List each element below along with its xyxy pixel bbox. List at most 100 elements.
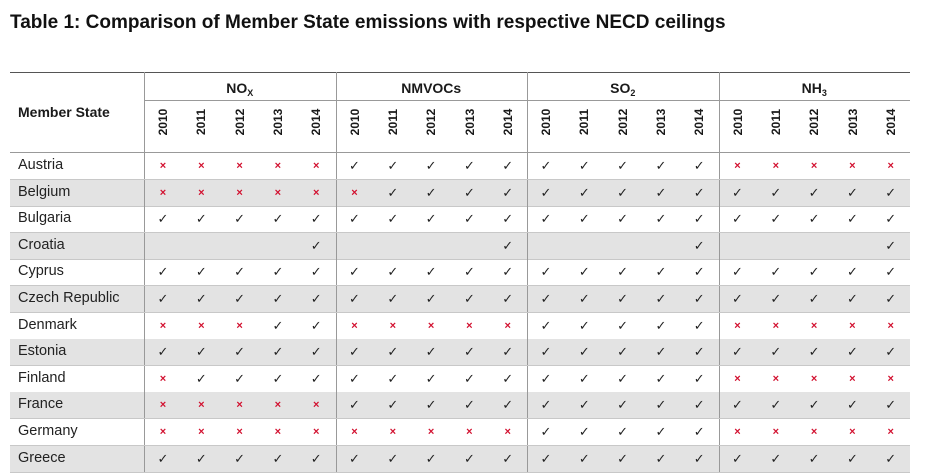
check-icon: ✓	[272, 291, 284, 306]
country-name: Greece	[18, 449, 66, 466]
table-row: Belgium × × × × × × ✓ ✓ ✓ ✓ ✓ ✓ ✓ ✓ ✓ ✓ ✓ ✓ ✓ ✓	[10, 179, 910, 207]
check-icon: ✓	[732, 397, 743, 413]
year-header: 2012	[805, 102, 823, 142]
cross-icon: ×	[887, 372, 894, 385]
check-icon: ✓	[310, 370, 322, 386]
check-icon: ✓	[578, 211, 590, 227]
group-separator	[144, 206, 145, 233]
empty-cell	[412, 233, 450, 259]
cross-icon: ×	[466, 426, 473, 438]
check-icon: ✓	[808, 211, 820, 227]
check-icon: ✓	[310, 317, 322, 333]
check-icon: ✓	[425, 211, 437, 227]
table-row: Cyprus ✓ ✓ ✓ ✓ ✓ ✓ ✓ ✓ ✓ ✓ ✓ ✓ ✓ ✓ ✓ ✓ ✓ ✓ ✓ ✓	[10, 259, 910, 287]
check-icon: ✓	[502, 158, 514, 173]
group-separator	[144, 179, 145, 206]
pollutant-header: NOX	[144, 80, 336, 98]
table-row: Austria × × × × × ✓ ✓ ✓ ✓ ✓ ✓ ✓ ✓ ✓ ✓ × × × × ×	[10, 153, 910, 180]
check-icon: ✓	[617, 158, 629, 173]
check-icon: ✓	[770, 344, 782, 360]
cross-icon: ×	[351, 319, 358, 332]
cross-icon: ×	[159, 319, 167, 332]
country-name: Bulgaria	[18, 210, 72, 227]
check-icon: ✓	[617, 450, 629, 466]
group-separator	[335, 419, 337, 445]
check-icon: ✓	[846, 344, 858, 360]
year-label: 2012	[232, 108, 247, 136]
year-label: 2011	[577, 108, 592, 136]
check-icon: ✓	[387, 184, 399, 200]
pollutant-name: SO	[610, 80, 631, 96]
cross-icon: ×	[849, 319, 856, 332]
empty-cell	[833, 233, 871, 259]
empty-cell	[336, 233, 374, 259]
cross-icon: ×	[351, 186, 358, 199]
check-icon: ✓	[540, 184, 552, 200]
check-icon: ✓	[846, 450, 858, 466]
table-title: Table 1: Comparison of Member State emis…	[10, 12, 726, 33]
check-icon: ✓	[502, 370, 514, 386]
year-label: 2013	[845, 108, 860, 136]
group-separator	[144, 419, 145, 445]
cross-icon: ×	[810, 426, 818, 438]
check-icon: ✓	[310, 264, 322, 280]
check-icon: ✓	[655, 184, 667, 200]
year-header: 2012	[614, 102, 632, 142]
check-icon: ✓	[540, 264, 552, 280]
check-icon: ✓	[885, 450, 897, 466]
check-icon: ✓	[272, 211, 284, 227]
year-header: 2013	[652, 102, 670, 142]
check-icon: ✓	[693, 291, 705, 306]
cross-icon: ×	[159, 426, 167, 438]
check-icon: ✓	[349, 370, 360, 386]
check-icon: ✓	[310, 211, 322, 227]
check-icon: ✓	[540, 291, 552, 306]
country-name: Estonia	[18, 343, 67, 360]
group-underline	[718, 100, 910, 101]
check-icon: ✓	[617, 424, 629, 439]
group-separator	[335, 72, 337, 152]
check-icon: ✓	[693, 184, 705, 200]
group-separator	[718, 72, 720, 152]
check-icon: ✓	[578, 397, 590, 413]
check-icon: ✓	[157, 450, 169, 466]
year-header: 2010	[537, 102, 555, 142]
check-icon: ✓	[808, 344, 820, 360]
check-icon: ✓	[617, 184, 629, 200]
cross-icon: ×	[772, 372, 780, 385]
group-separator	[144, 259, 145, 286]
group-underline	[335, 100, 527, 101]
cross-icon: ×	[427, 319, 435, 332]
check-icon: ✓	[387, 291, 399, 306]
check-icon: ✓	[540, 317, 552, 333]
cross-icon: ×	[274, 186, 282, 199]
check-icon: ✓	[463, 158, 475, 173]
check-icon: ✓	[770, 397, 782, 413]
cross-icon: ×	[312, 426, 320, 438]
cross-icon: ×	[389, 319, 397, 332]
check-icon: ✓	[157, 211, 169, 227]
pollutant-name: NO	[226, 80, 248, 96]
check-icon: ✓	[272, 317, 284, 333]
check-icon: ✓	[693, 237, 705, 253]
check-icon: ✓	[693, 317, 705, 333]
check-icon: ✓	[234, 450, 246, 466]
check-icon: ✓	[655, 211, 667, 227]
check-icon: ✓	[693, 211, 705, 227]
check-icon: ✓	[655, 317, 667, 333]
cross-icon: ×	[772, 319, 780, 332]
check-icon: ✓	[732, 450, 743, 466]
country-name: Germany	[18, 423, 78, 439]
cross-icon: ×	[849, 160, 856, 172]
check-icon: ✓	[808, 291, 820, 306]
cross-icon: ×	[887, 426, 894, 438]
table-top-rule	[10, 72, 910, 73]
group-underline	[144, 100, 336, 101]
check-icon: ✓	[387, 158, 399, 173]
cross-icon: ×	[466, 319, 473, 332]
check-icon: ✓	[425, 370, 437, 386]
check-icon: ✓	[578, 184, 590, 200]
check-icon: ✓	[578, 264, 590, 280]
check-icon: ✓	[578, 291, 590, 306]
check-icon: ✓	[732, 291, 743, 306]
